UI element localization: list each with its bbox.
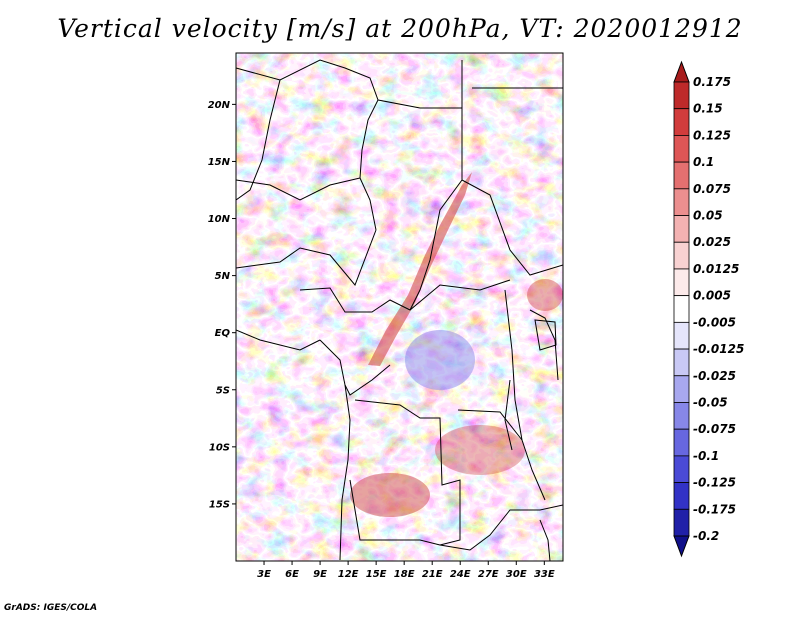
lon-tick-label: 3E xyxy=(257,569,271,580)
colorbar-swatch xyxy=(673,268,690,297)
colorbar-swatch xyxy=(673,215,690,243)
colorbar-label: 0.1 xyxy=(693,155,714,169)
border-line xyxy=(319,339,391,396)
border-line xyxy=(236,229,377,286)
latitude-axis: 20N 15N 10N 5N EQ 5S 10S 15S xyxy=(208,100,236,510)
border-line xyxy=(299,279,511,313)
border-line xyxy=(457,409,523,441)
sinking-motion-area xyxy=(405,330,475,390)
coastline xyxy=(339,384,351,561)
lon-tick-label: 12E xyxy=(338,569,359,580)
rising-motion-area-lakes xyxy=(527,279,563,311)
colorbar-bottom-arrow xyxy=(673,535,690,558)
colorbar-label: -0.075 xyxy=(693,422,736,436)
colorbar-label: 0.05 xyxy=(693,209,723,223)
colorbar-label: 0.005 xyxy=(693,289,731,303)
colorbar-top-arrow xyxy=(673,60,690,83)
colorbar-label: 0.025 xyxy=(693,235,731,249)
lat-tick-label: EQ xyxy=(215,328,231,339)
lon-tick-label: 21E xyxy=(422,569,443,580)
colorbar-label: -0.005 xyxy=(693,315,736,329)
lat-tick-label: 20N xyxy=(208,100,231,111)
colorbar-label: -0.2 xyxy=(693,529,719,543)
coastline xyxy=(539,519,551,561)
lake-shore xyxy=(504,379,513,451)
lat-tick-label: 5S xyxy=(216,385,230,396)
colorbar-swatch xyxy=(673,482,690,510)
colorbar-label: -0.1 xyxy=(693,449,719,463)
border-line xyxy=(529,309,559,381)
colorbar-swatch xyxy=(673,81,690,110)
border-line xyxy=(377,60,463,109)
colorbar-swatch xyxy=(673,161,690,190)
lat-tick-label: 5N xyxy=(215,271,231,282)
lon-tick-label: 15E xyxy=(366,569,387,580)
colorbar-label: 0.0125 xyxy=(693,262,739,276)
border-line xyxy=(461,179,563,276)
lat-tick-label: 15N xyxy=(208,157,231,168)
colorbar-swatch xyxy=(673,428,690,457)
rising-motion-area-east xyxy=(435,425,525,475)
map-panel xyxy=(235,52,564,562)
lon-tick-label: 6E xyxy=(285,569,299,580)
lon-tick-label: 30E xyxy=(506,569,527,580)
coastline xyxy=(236,329,321,351)
ascent-bands xyxy=(350,172,563,517)
colorbar-swatch xyxy=(673,375,690,403)
colorbar-label: -0.025 xyxy=(693,369,736,383)
colorbar-swatch xyxy=(673,508,690,537)
chart-title: Vertical velocity [m/s] at 200hPa, VT: 2… xyxy=(57,14,743,43)
border-line xyxy=(236,79,281,201)
border-line xyxy=(504,289,546,501)
border-line xyxy=(409,108,463,311)
colorbar: 0.175 0.15 0.125 0.1 0.075 0.05 0.025 0.0125 0.0… xyxy=(673,60,744,558)
colorbar-swatch xyxy=(673,321,690,350)
colorbar-label: -0.05 xyxy=(693,395,728,409)
lon-tick-label: 24E xyxy=(450,569,471,580)
colorbar-swatch xyxy=(673,455,690,483)
border-line xyxy=(349,479,563,551)
map-frame xyxy=(235,52,564,562)
colorbar-label: -0.125 xyxy=(693,476,736,490)
colorbar-swatch xyxy=(673,188,690,216)
colorbar-swatch xyxy=(673,348,690,377)
lat-tick-label: 15S xyxy=(209,499,230,510)
velocity-field xyxy=(236,53,563,561)
border-line xyxy=(354,399,461,546)
lon-tick-label: 27E xyxy=(478,569,499,580)
colorbar-swatch xyxy=(673,241,690,270)
colorbar-swatch xyxy=(673,295,690,323)
colorbar-label: -0.0125 xyxy=(693,342,744,356)
colorbar-swatch xyxy=(673,135,690,163)
rising-motion-area-south xyxy=(350,473,430,517)
colorbar-label: -0.175 xyxy=(693,502,736,516)
colorbar-label: 0.15 xyxy=(693,102,723,116)
colorbar-swatch xyxy=(673,402,690,430)
colorbar-label: 0.125 xyxy=(693,128,731,142)
colorbar-label: 0.175 xyxy=(693,75,731,89)
lat-tick-label: 10N xyxy=(208,214,231,225)
rising-motion-band xyxy=(368,172,472,366)
colorbar-swatch xyxy=(673,108,690,136)
longitude-axis: 3E 6E 9E 12E 15E 18E 21E 24E 27E 30E 33E xyxy=(257,561,555,580)
colorbar-label: 0.075 xyxy=(693,182,731,196)
lon-tick-label: 9E xyxy=(313,569,327,580)
lon-tick-label: 18E xyxy=(394,569,415,580)
border-line xyxy=(236,177,361,201)
lat-tick-label: 10S xyxy=(209,442,230,453)
lon-tick-label: 33E xyxy=(534,569,555,580)
lake-victoria xyxy=(534,319,557,351)
country-borders xyxy=(236,59,563,561)
grads-credit: GrADS: IGES/COLA xyxy=(4,603,98,613)
